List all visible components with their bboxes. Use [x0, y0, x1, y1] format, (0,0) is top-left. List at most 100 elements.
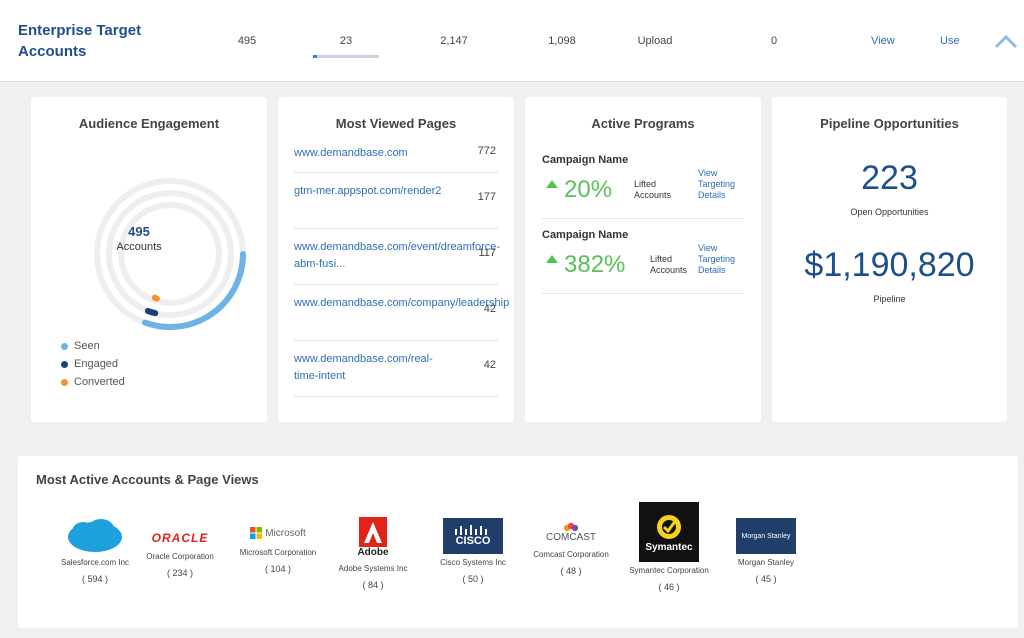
audience-engagement-title: Audience Engagement	[78, 116, 220, 131]
engagement-count-label: Accounts	[116, 241, 162, 253]
account-item-oracle[interactable]: ORACLE Oracle Corporation ( 234 )	[138, 528, 222, 578]
adobe-logo-icon: Adobe	[357, 514, 389, 560]
account-item-adobe[interactable]: Adobe Adobe Systems Inc ( 84 )	[331, 514, 415, 590]
legend-label: Seen	[74, 340, 100, 352]
campaign-name: Campaign Name	[542, 154, 629, 166]
up-arrow-icon	[546, 255, 558, 263]
pipeline-value: $1,190,820	[804, 246, 975, 284]
most-active-accounts-title: Most Active Accounts & Page Views	[36, 472, 259, 487]
account-page-views: ( 84 )	[362, 580, 384, 590]
account-page-views: ( 46 )	[658, 582, 680, 592]
legend-label: Converted	[74, 376, 125, 388]
account-page-views: ( 45 )	[755, 574, 777, 584]
view-targeting-details-link[interactable]: View Targeting Details	[698, 243, 736, 275]
adobe-wordmark: Adobe	[357, 546, 389, 558]
oracle-logo-icon: ORACLE	[151, 531, 209, 545]
view-link[interactable]: View	[871, 35, 895, 47]
account-page-views: ( 104 )	[264, 564, 291, 574]
most-viewed-pages-title: Most Viewed Pages	[335, 116, 457, 131]
campaign-name: Campaign Name	[542, 229, 629, 241]
upload-stat[interactable]: Upload	[637, 35, 673, 47]
most-active-accounts-panel: Most Active Accounts & Page Views Salesf…	[18, 456, 1018, 628]
page-view-count: 117	[478, 247, 496, 259]
page-view-count: 177	[477, 191, 496, 203]
legend-item-seen: Seen	[61, 337, 125, 355]
lift-percent: 382%	[564, 251, 626, 278]
most-viewed-pages-card: Most Viewed Pages www.demandbase.com 772…	[278, 97, 514, 422]
account-name: Microsoft Corporation	[239, 548, 317, 557]
legend-label: Engaged	[74, 358, 119, 370]
page-view-count: 42	[483, 359, 496, 371]
lift-percent: 20%	[564, 176, 613, 203]
stat-selected[interactable]: 23	[311, 35, 381, 58]
list-item[interactable]: gtm-mer.appspot.com/render2 177	[294, 173, 498, 229]
pipeline-label: Pipeline	[873, 294, 906, 304]
stat-accounts[interactable]: 495	[237, 35, 257, 47]
account-name: Adobe Systems Inc	[338, 564, 408, 573]
account-item-cisco[interactable]: CISCO Cisco Systems Inc ( 50 )	[431, 518, 515, 584]
morgan-stanley-wordmark: Morgan Stanley	[741, 532, 791, 540]
page-url-link[interactable]: gtm-mer.appspot.com/render2	[294, 185, 442, 197]
header-bar: Enterprise Target Accounts 495 23 2,147 …	[0, 0, 1024, 82]
engagement-legend: Seen Engaged Converted	[61, 337, 125, 391]
engaged-dot-icon	[61, 360, 68, 368]
account-item-comcast[interactable]: COMCAST Comcast Corporation ( 48 )	[529, 518, 613, 576]
cisco-logo-icon: CISCO	[443, 518, 503, 554]
list-item[interactable]: www.demandbase.com 772	[294, 141, 498, 173]
chevron-up-icon[interactable]	[993, 32, 1019, 50]
account-name: Comcast Corporation	[533, 550, 609, 559]
active-programs-card: Active Programs Campaign Name 20% Lifted…	[525, 97, 761, 422]
stat-pageviews[interactable]: 2,147	[440, 35, 468, 47]
microsoft-wordmark: Microsoft	[265, 527, 306, 539]
page-list: www.demandbase.com 772 gtm-mer.appspot.c…	[294, 141, 510, 397]
engagement-donut-chart	[94, 178, 246, 330]
account-name: Oracle Corporation	[146, 552, 214, 561]
account-name: Cisco Systems Inc	[440, 558, 506, 567]
view-targeting-details-link[interactable]: View Targeting Details	[698, 168, 736, 200]
list-item[interactable]: www.demandbase.com/company/leadership 42	[294, 285, 510, 341]
account-item-salesforce[interactable]: Salesforce.com Inc ( 594 )	[53, 518, 137, 584]
list-item[interactable]: www.demandbase.com/real-time-intent 42	[294, 341, 498, 397]
account-page-views: ( 594 )	[81, 574, 108, 584]
page-title: Enterprise Target Accounts	[18, 22, 142, 60]
lifted-accounts-label: Lifted Accounts	[634, 179, 672, 200]
page-url-link[interactable]: www.demandbase.com/real-time-intent	[294, 353, 433, 382]
page-view-count: 42	[483, 303, 496, 315]
legend-item-engaged: Engaged	[61, 355, 125, 373]
engagement-count: 495	[128, 224, 150, 239]
salesforce-logo-icon	[65, 518, 125, 554]
page-url-link[interactable]: www.demandbase.com/event/dreamforce-abm-…	[294, 241, 501, 270]
list-item[interactable]: www.demandbase.com/event/dreamforce-abm-…	[294, 229, 501, 285]
account-page-views: ( 50 )	[462, 574, 484, 584]
program-item: Campaign Name 382% Lifted Accounts View …	[542, 229, 744, 294]
page-url-link[interactable]: www.demandbase.com	[294, 147, 408, 159]
audience-engagement-card: Audience Engagement 495 Accounts Seen En…	[31, 97, 267, 422]
open-opportunities-count: 223	[861, 159, 918, 197]
pipeline-opportunities-card: Pipeline Opportunities 223 Open Opportun…	[772, 97, 1007, 422]
legend-item-converted: Converted	[61, 373, 125, 391]
use-link[interactable]: Use	[940, 35, 960, 47]
account-item-microsoft[interactable]: Microsoft Microsoft Corporation ( 104 )	[236, 522, 320, 574]
account-page-views: ( 48 )	[560, 566, 582, 576]
program-item: Campaign Name 20% Lifted Accounts View T…	[542, 154, 744, 219]
open-opportunities-label: Open Opportunities	[850, 207, 929, 217]
account-name: Morgan Stanley	[737, 558, 795, 567]
account-name: Symantec Corporation	[629, 566, 709, 575]
converted-dot-icon	[61, 378, 68, 386]
account-page-views: ( 234 )	[166, 568, 193, 578]
morgan-stanley-logo-icon: Morgan Stanley	[736, 518, 796, 554]
account-item-morgan-stanley[interactable]: Morgan Stanley Morgan Stanley ( 45 )	[724, 518, 808, 584]
cisco-wordmark: CISCO	[455, 535, 491, 547]
symantec-wordmark: Symantec	[645, 541, 693, 553]
seen-dot-icon	[61, 342, 68, 350]
page-view-count: 772	[477, 145, 496, 157]
stat-visits[interactable]: 1,098	[548, 35, 576, 47]
active-programs-title: Active Programs	[591, 116, 695, 131]
symantec-logo-icon: Symantec	[639, 502, 699, 562]
comcast-logo-icon: COMCAST	[529, 518, 613, 546]
stat-zero[interactable]: 0	[770, 35, 778, 47]
page-url-link[interactable]: www.demandbase.com/company/leadership	[294, 297, 510, 309]
account-item-symantec[interactable]: Symantec Symantec Corporation ( 46 )	[627, 502, 711, 592]
microsoft-logo-icon: Microsoft	[236, 522, 320, 544]
pipeline-opportunities-title: Pipeline Opportunities	[820, 116, 959, 131]
